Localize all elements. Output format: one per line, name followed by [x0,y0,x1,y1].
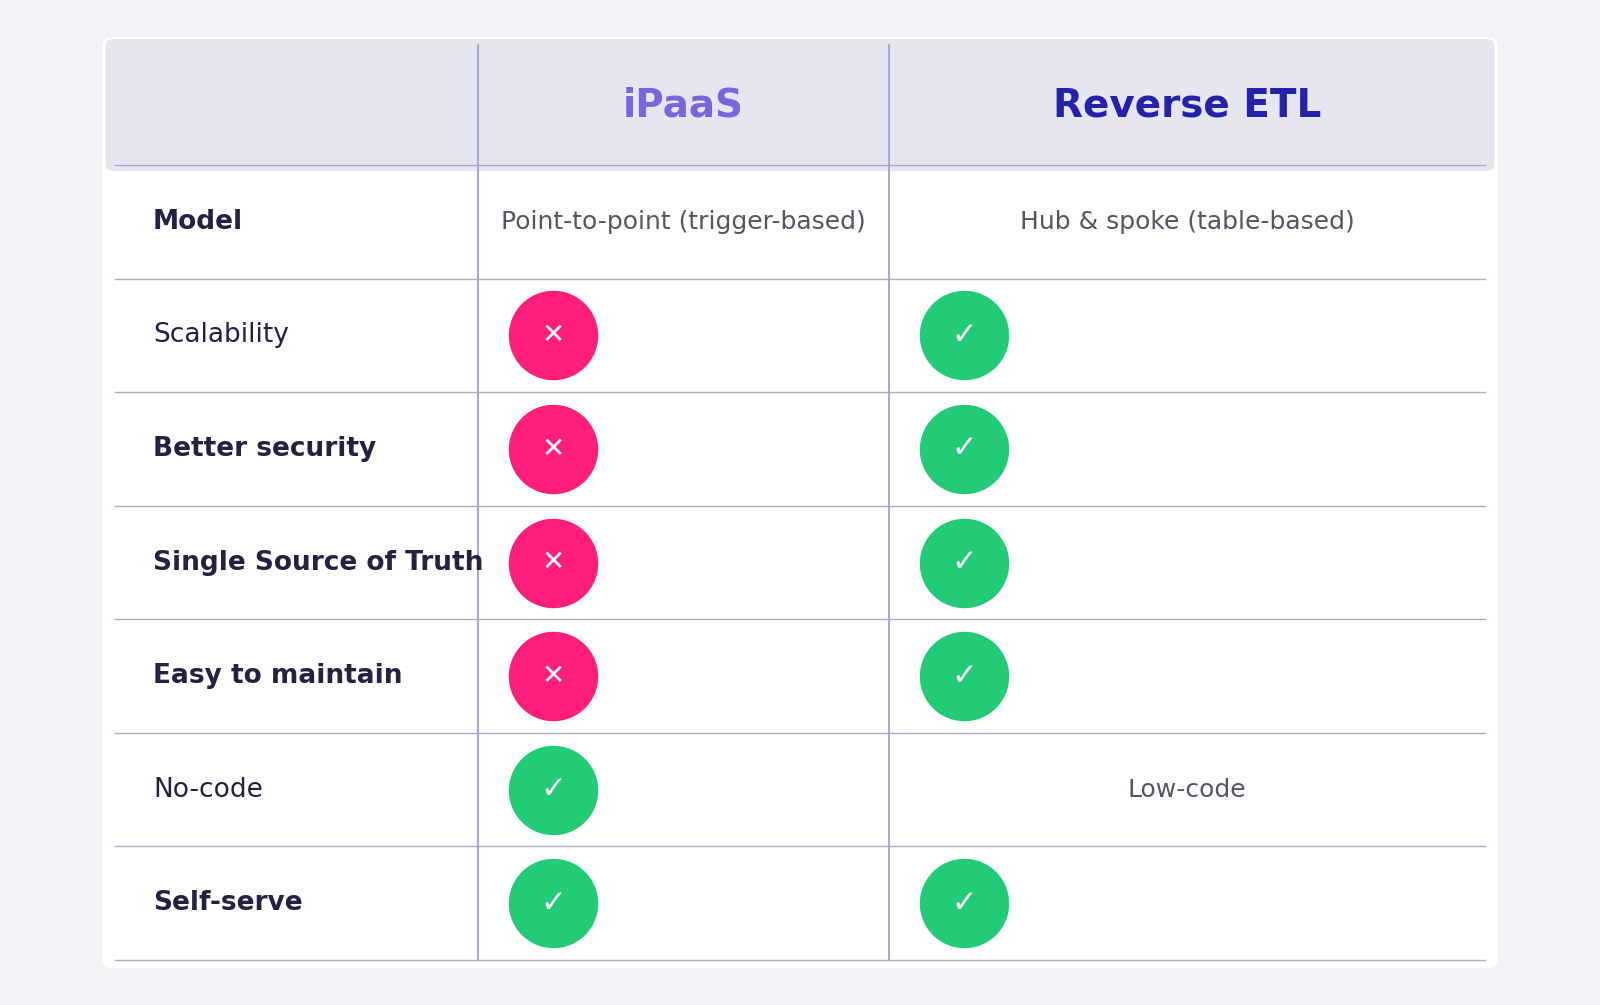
Text: ✓: ✓ [952,321,976,350]
Text: Model: Model [154,209,243,235]
Point [541,328,566,344]
Text: No-code: No-code [154,777,262,803]
Text: ✓: ✓ [952,434,976,463]
Text: Better security: Better security [154,436,376,462]
Point [541,782,566,798]
Text: ✕: ✕ [541,662,565,690]
Text: ✕: ✕ [541,435,565,463]
Text: Easy to maintain: Easy to maintain [154,663,403,689]
FancyBboxPatch shape [102,37,1498,968]
Point [952,895,978,912]
Point [541,555,566,571]
Text: ✓: ✓ [952,548,976,577]
Text: Single Source of Truth: Single Source of Truth [154,550,483,576]
Text: iPaaS: iPaaS [622,86,744,124]
Text: Self-serve: Self-serve [154,890,302,917]
Text: ✕: ✕ [541,322,565,350]
Text: ✓: ✓ [541,888,566,918]
Text: Low-code: Low-code [1128,778,1246,802]
Text: Point-to-point (trigger-based): Point-to-point (trigger-based) [501,210,866,234]
FancyBboxPatch shape [115,105,1485,165]
Text: ✓: ✓ [952,661,976,690]
Text: ✓: ✓ [952,888,976,918]
Point [541,441,566,457]
Point [952,441,978,457]
Text: Hub & spoke (table-based): Hub & spoke (table-based) [1019,210,1354,234]
Point [952,328,978,344]
Point [541,895,566,912]
Point [952,555,978,571]
Text: Reverse ETL: Reverse ETL [1053,86,1322,124]
Point [541,668,566,684]
Point [952,668,978,684]
FancyBboxPatch shape [106,39,1494,171]
Text: ✓: ✓ [541,775,566,804]
Text: ✕: ✕ [541,549,565,577]
Text: Scalability: Scalability [154,323,290,349]
